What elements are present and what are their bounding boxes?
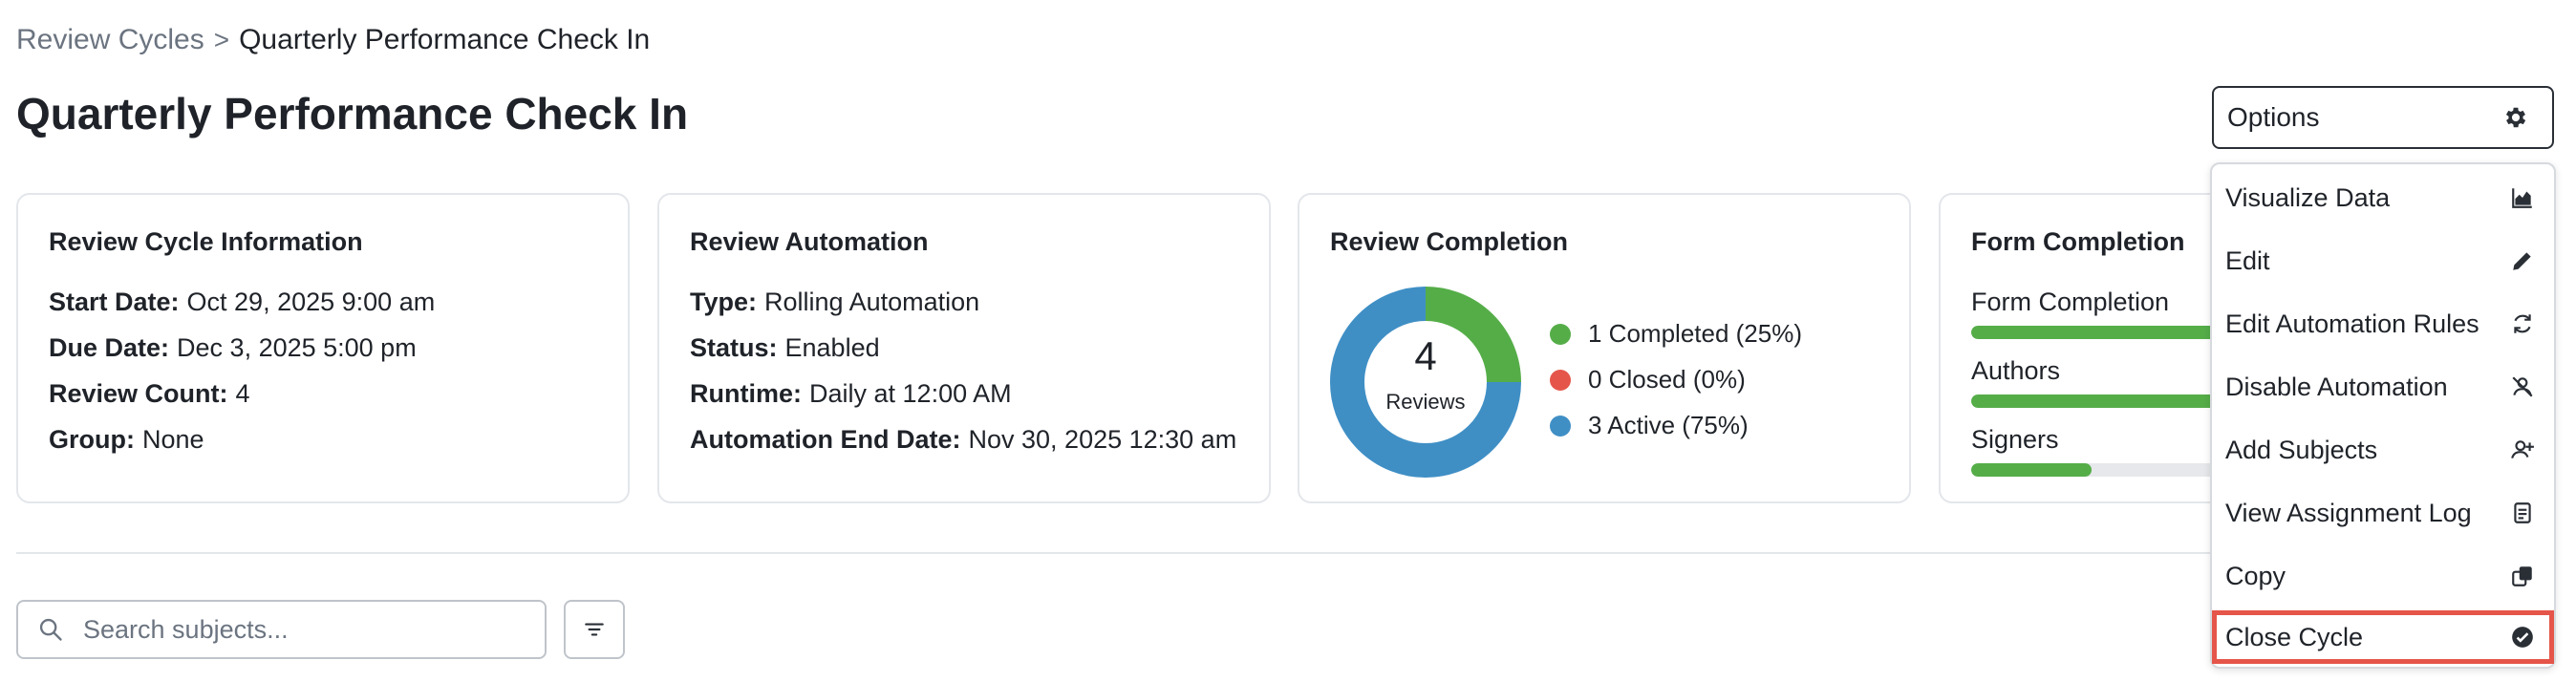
section-divider bbox=[16, 552, 2214, 554]
row-value: 4 bbox=[235, 379, 250, 408]
row-value: None bbox=[141, 425, 204, 454]
row-label: Review Count: bbox=[49, 379, 228, 408]
group-row: Group: None bbox=[49, 425, 204, 455]
progress-bar-signers bbox=[1971, 463, 2258, 477]
row-label: Type: bbox=[690, 288, 758, 316]
pencil-icon bbox=[2513, 252, 2531, 270]
review-count-row: Review Count: 4 bbox=[49, 379, 250, 409]
person-add-icon bbox=[2511, 440, 2534, 458]
refresh-icon bbox=[2514, 314, 2531, 333]
document-icon bbox=[2514, 502, 2531, 523]
chart-area-icon bbox=[2512, 188, 2532, 208]
runtime-row: Runtime: Daily at 12:00 AM bbox=[690, 379, 1012, 409]
row-value: Oct 29, 2025 9:00 am bbox=[186, 288, 436, 316]
menu-item-label: Edit bbox=[2225, 245, 2270, 275]
row-label: Automation End Date: bbox=[690, 425, 961, 454]
options-menu: Visualize Data Edit Edit Automation Rule… bbox=[2210, 162, 2556, 669]
menu-item-copy[interactable]: Copy bbox=[2212, 549, 2554, 603]
legend-closed: 0 Closed (0%) bbox=[1550, 365, 1746, 394]
type-row: Type: Rolling Automation bbox=[690, 288, 979, 317]
check-circle-icon bbox=[2512, 627, 2533, 648]
card-title: Review Cycle Information bbox=[49, 227, 363, 256]
legend-dot bbox=[1550, 415, 1571, 437]
breadcrumb-current: Quarterly Performance Check In bbox=[239, 24, 651, 55]
legend-label: 3 Active (75%) bbox=[1588, 411, 1749, 439]
row-label: Start Date: bbox=[49, 288, 180, 316]
page-title: Quarterly Performance Check In bbox=[16, 89, 689, 139]
status-row: Status: Enabled bbox=[690, 333, 880, 363]
menu-item-label: View Assignment Log bbox=[2225, 498, 2472, 527]
breadcrumb-separator: > bbox=[213, 25, 230, 54]
bar-label-authors: Authors bbox=[1971, 356, 2061, 385]
menu-item-label: Edit Automation Rules bbox=[2225, 309, 2479, 338]
menu-item-visualize-data[interactable]: Visualize Data bbox=[2212, 171, 2554, 224]
menu-item-label: Add Subjects bbox=[2225, 435, 2378, 464]
breadcrumb-review-cycles-link[interactable]: Review Cycles bbox=[16, 24, 204, 55]
legend-label: 1 Completed (25%) bbox=[1588, 319, 1802, 348]
row-value: Dec 3, 2025 5:00 pm bbox=[177, 333, 417, 362]
search-box bbox=[16, 600, 547, 659]
bar-label-signers: Signers bbox=[1971, 425, 2059, 454]
row-label: Status: bbox=[690, 333, 778, 362]
menu-item-label: Copy bbox=[2225, 561, 2286, 590]
automation-end-date-row: Automation End Date: Nov 30, 2025 12:30 a… bbox=[690, 425, 1236, 455]
donut-total: 4 bbox=[1414, 333, 1437, 378]
gear-icon bbox=[2505, 107, 2526, 128]
row-value: Nov 30, 2025 12:30 am bbox=[968, 425, 1237, 454]
options-button[interactable]: Options bbox=[2212, 86, 2554, 149]
row-value: Daily at 12:00 AM bbox=[809, 379, 1012, 408]
card-title: Review Completion bbox=[1330, 227, 1569, 256]
review-completion-card: Review Completion 4 Reviews 1 Completed … bbox=[1298, 193, 1911, 503]
progress-fill bbox=[1971, 326, 2258, 339]
row-label: Due Date: bbox=[49, 333, 170, 362]
menu-item-add-subjects[interactable]: Add Subjects bbox=[2212, 423, 2554, 477]
menu-item-edit[interactable]: Edit bbox=[2212, 234, 2554, 288]
completion-donut-chart bbox=[1330, 287, 1521, 478]
legend-completed: 1 Completed (25%) bbox=[1550, 319, 1802, 349]
menu-item-label: Visualize Data bbox=[2225, 182, 2391, 212]
legend-dot bbox=[1550, 323, 1571, 345]
due-date-row: Due Date: Dec 3, 2025 5:00 pm bbox=[49, 333, 417, 363]
card-title: Review Automation bbox=[690, 227, 929, 256]
start-date-row: Start Date: Oct 29, 2025 9:00 am bbox=[49, 288, 435, 317]
row-label: Runtime: bbox=[690, 379, 802, 408]
row-label: Group: bbox=[49, 425, 135, 454]
donut-total-label: Reviews bbox=[1385, 390, 1466, 414]
row-value: Rolling Automation bbox=[764, 288, 980, 316]
legend-dot bbox=[1550, 369, 1571, 391]
donut-segment-active bbox=[1330, 287, 1521, 478]
review-cycle-info-card: Review Cycle Information Start Date: Oct … bbox=[16, 193, 630, 503]
options-button-label: Options bbox=[2227, 102, 2320, 132]
progress-bar-form-completion bbox=[1971, 326, 2258, 339]
progress-fill bbox=[1971, 394, 2258, 408]
menu-item-close-cycle[interactable]: Close Cycle bbox=[2212, 610, 2554, 664]
menu-item-edit-automation-rules[interactable]: Edit Automation Rules bbox=[2212, 297, 2554, 351]
copy-icon bbox=[2512, 566, 2532, 586]
menu-item-view-assignment-log[interactable]: View Assignment Log bbox=[2212, 486, 2554, 540]
person-off-icon bbox=[2512, 376, 2533, 397]
menu-item-label: Close Cycle bbox=[2225, 622, 2364, 651]
progress-bar-authors bbox=[1971, 394, 2258, 408]
search-input[interactable] bbox=[83, 614, 542, 645]
breadcrumb: Review Cycles > Quarterly Performance Ch… bbox=[16, 21, 650, 59]
search-icon bbox=[39, 618, 62, 641]
legend-label: 0 Closed (0%) bbox=[1588, 365, 1746, 394]
card-title: Form Completion bbox=[1971, 227, 2185, 256]
review-automation-card: Review Automation Type: Rolling Automatio… bbox=[657, 193, 1271, 503]
menu-item-label: Disable Automation bbox=[2225, 372, 2448, 401]
legend-active: 3 Active (75%) bbox=[1550, 411, 1749, 440]
progress-fill bbox=[1971, 463, 2092, 477]
row-value: Enabled bbox=[784, 333, 880, 362]
filter-icon bbox=[585, 623, 604, 636]
menu-item-disable-automation[interactable]: Disable Automation bbox=[2212, 360, 2554, 414]
bar-label-form-completion: Form Completion bbox=[1971, 288, 2170, 316]
filter-button[interactable] bbox=[564, 600, 625, 659]
